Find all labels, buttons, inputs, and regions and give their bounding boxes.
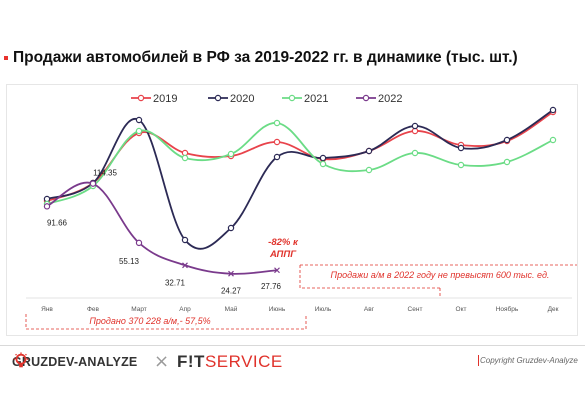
x-tick-label: Ноябрь [496,305,519,313]
data-label: 32.71 [165,278,186,287]
data-point-2021 [181,154,189,162]
data-point-2021 [365,166,373,174]
x-tick-label: Окт [456,306,467,313]
title-bullet [4,56,8,60]
data-point-2021 [411,149,419,157]
data-point-2019 [273,138,281,146]
sold-bracket [25,314,307,330]
data-point-2020 [411,122,419,130]
data-point-2020 [181,236,189,244]
series-line-2021 [46,122,554,205]
data-point-2021 [135,127,143,135]
logo-fit-text: F!T [177,352,205,371]
x-tick-label: Май [225,305,238,313]
data-point-2021 [503,158,511,166]
data-point-2022 [182,262,188,269]
forecast-annotation: Продажи а/м в 2022 году не превысят 600 … [331,270,550,280]
sales-line-chart: Янв Фев Март Апр Май Июнь Июль Авг Сент Окт Ноябрь… [25,93,577,330]
legend-marker-2022 [362,94,370,102]
legend-label-2021: 2021 [304,93,328,105]
data-point-2022 [89,180,97,187]
data-point-2020 [319,154,327,162]
chart-panel [6,84,578,336]
legend-marker-2019 [137,94,145,102]
data-point-2021 [273,119,281,127]
data-point-2020 [549,106,557,114]
data-point-2020 [365,147,373,155]
x-tick-label: Сент [408,306,423,313]
legend-label-2020: 2020 [230,93,254,105]
legend-label-2019: 2019 [153,93,177,105]
data-point-2020 [503,136,511,144]
page-title: Продажи автомобилей в РФ за 2019-2022 гг… [13,49,518,66]
logo-separator: × [154,351,170,372]
series-line-2019 [46,111,554,202]
gruzdev-analyze-logo: GRUZDEV-ANALYZE [12,352,137,372]
data-point-2021 [319,160,327,168]
footer-divider [0,345,585,346]
data-point-2020 [135,116,143,124]
logo-service-text: SERVICE [204,352,283,371]
x-tick-label: Авг [364,306,375,313]
copyright-accent [478,355,479,366]
data-point-2021 [227,150,235,158]
sold-annotation: Продано 370 228 а/м,- 57,5% [89,316,210,326]
data-point-2021 [457,161,465,169]
forecast-bracket [299,264,577,289]
lightbulb-icon [13,352,29,368]
series-line-2020 [46,109,554,250]
page-title-bar: Продажи автомобилей в РФ за 2019-2022 гг… [0,44,518,72]
yoy-annotation-line2: АППГ [269,249,297,260]
series-line-2022 [46,181,278,275]
legend-marker-2020 [214,94,222,102]
data-label: 91.66 [47,218,68,227]
x-tick-label: Июль [315,306,332,313]
legend-label-2022: 2022 [378,93,402,105]
data-point-2020 [227,224,235,232]
data-point-2022 [274,267,280,274]
copyright-text: Copyright Gruzdev-Analyze [480,356,578,365]
yoy-annotation-line1: -82% к [268,237,299,248]
data-label: 114.35 [93,169,117,178]
data-label: 24.27 [221,287,242,296]
x-tick-label: Июнь [269,306,286,313]
x-tick-label: Апр [179,306,191,313]
x-tick-label: Март [131,306,147,313]
data-point-2021 [549,136,557,144]
data-point-2020 [273,153,281,161]
data-point-2022 [135,239,143,247]
x-tick-label: Янв [41,306,53,313]
x-tick-label: Дек [548,306,559,313]
data-label: 27.76 [261,282,282,291]
data-label: 55.13 [119,257,140,266]
fitservice-logo: F!T SERVICE [177,352,283,372]
logo-left-text: GRUZDEV-ANALYZE [12,355,138,369]
legend-marker-2021 [288,94,296,102]
data-point-2022 [228,270,234,277]
data-point-2020 [457,144,465,152]
x-tick-label: Фев [87,306,100,313]
data-point-2022 [43,203,51,210]
